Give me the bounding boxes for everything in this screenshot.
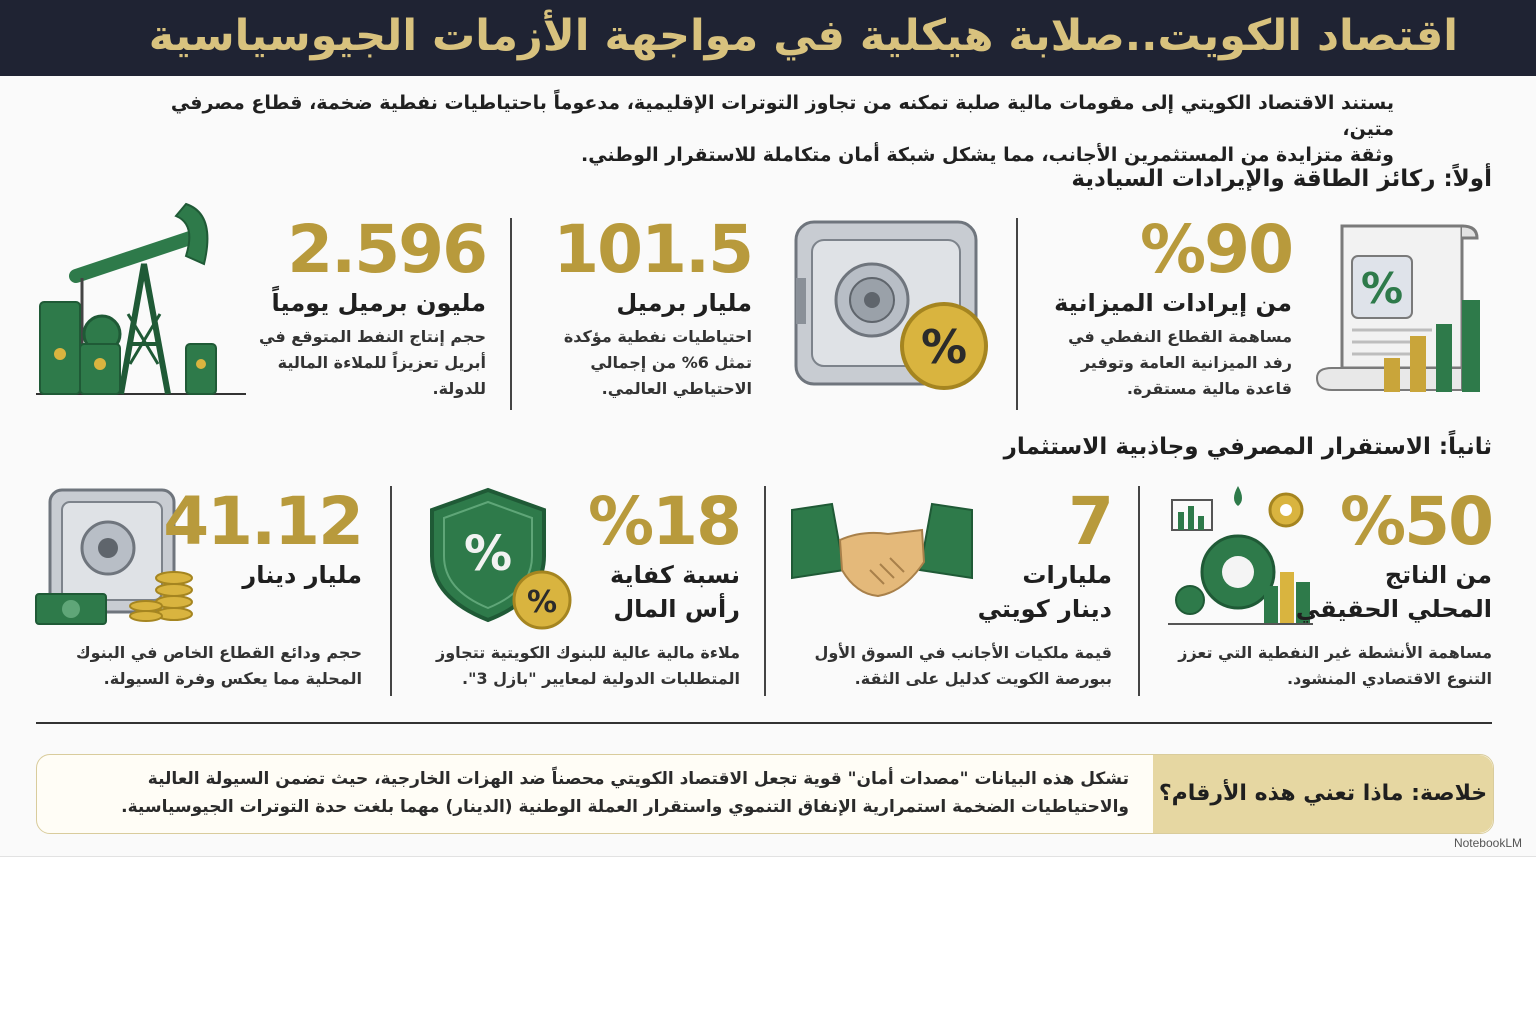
stat-value: 41.12 — [163, 483, 364, 560]
stat-unit-line-1: من الناتج — [1384, 561, 1492, 589]
stat-unit-line-2: رأس المال — [613, 595, 740, 623]
stat-description: ملاءة مالية عالية للبنوك الكويتية تتجاوز… — [436, 643, 740, 688]
stat-value: %90 — [1140, 211, 1294, 288]
stat-value: %50 — [1340, 483, 1494, 560]
vault-money-coins-icon — [35, 488, 193, 625]
stat-card-reserves: 101.5 مليار برميل احتياطيات نفطية مؤكدة … — [512, 211, 754, 402]
section2-title: ثانياً: الاستقرار المصرفي وجاذبية الاستث… — [1003, 434, 1492, 460]
stat-card-capital-adequacy: %18 نسبة كفاية رأس المال — [540, 483, 742, 626]
divider — [510, 218, 512, 410]
stat-unit: من إيرادات الميزانية — [1054, 289, 1292, 317]
svg-text:%: % — [527, 585, 557, 620]
watermark: NotebookLM — [1453, 836, 1522, 850]
shield-percent-icon: % % — [430, 487, 572, 630]
stat-card-private-deposits: 41.12 مليار دينار — [163, 483, 364, 592]
stat-value: 101.5 — [553, 211, 754, 288]
intro-line-1: يستند الاقتصاد الكويتي إلى مقومات مالية … — [170, 92, 1394, 140]
stat-description: حجم ودائع القطاع الخاص في البنوك المحلية… — [75, 643, 362, 688]
stat-unit: مليار برميل — [616, 289, 752, 317]
gears-industry-icon — [1168, 486, 1313, 625]
summary-box: خلاصة: ماذا تعني هذه الأرقام؟ تشكل هذه ا… — [36, 754, 1494, 834]
section1-title: أولاً: ركائز الطاقة والإيرادات السيادية — [1071, 166, 1492, 192]
svg-text:%: % — [1361, 264, 1403, 313]
header-banner: اقتصاد الكويت..صلابة هيكلية في مواجهة ال… — [0, 0, 1536, 76]
handshake-icon — [791, 502, 973, 598]
stat-unit-line-2: المحلي الحقيقي — [1295, 595, 1492, 623]
stat-description: احتياطيات نفطية مؤكدة تمثل 6% من إجمالي … — [563, 327, 752, 398]
stat-description: مساهمة الأنشطة غير النفطية التي تعزز الت… — [1178, 643, 1492, 688]
stat-unit-line-1: مليارات — [1022, 561, 1112, 589]
stat-description: قيمة ملكيات الأجانب في السوق الأول ببورص… — [814, 643, 1112, 688]
summary-label: خلاصة: ماذا تعني هذه الأرقام؟ — [1153, 755, 1493, 833]
stat-value: 2.596 — [287, 211, 488, 288]
stat-description: حجم إنتاج النفط المتوقع في أبريل تعزيزاً… — [259, 327, 486, 398]
divider — [1016, 218, 1018, 410]
stat-card-budget: %90 من إيرادات الميزانية مساهمة القطاع ا… — [992, 211, 1294, 402]
stat-card-foreign-ownership: 7 مليارات دينار كويتي — [912, 483, 1114, 626]
intro-line-2: وثقة متزايدة من المستثمرين الأجانب، مما … — [580, 144, 1394, 166]
svg-text:%: % — [464, 526, 512, 582]
stat-unit-line-1: نسبة كفاية — [610, 561, 740, 589]
intro-paragraph: يستند الاقتصاد الكويتي إلى مقومات مالية … — [144, 90, 1394, 168]
stat-value: %18 — [588, 483, 742, 560]
oil-pump-barrels-icon — [36, 202, 246, 395]
stat-card-production: 2.596 مليون برميل يومياً حجم إنتاج النفط… — [226, 211, 488, 402]
document-percent-chart-icon: % — [1315, 224, 1480, 392]
stat-unit-line-2: دينار كويتي — [977, 595, 1112, 623]
stat-value: 7 — [1068, 483, 1114, 560]
safe-percent-icon: % — [794, 220, 988, 390]
stat-unit: مليون برميل يومياً — [271, 289, 486, 317]
summary-text: تشكل هذه البيانات "مصدات أمان" قوية تجعل… — [121, 769, 1129, 817]
divider — [764, 486, 766, 696]
svg-text:%: % — [921, 320, 967, 374]
stat-description: مساهمة القطاع النفطي في رفد الميزانية ال… — [1068, 327, 1292, 398]
divider — [1138, 486, 1140, 696]
stat-unit-line-1: مليار دينار — [242, 561, 362, 589]
divider — [390, 486, 392, 696]
page-title: اقتصاد الكويت..صلابة هيكلية في مواجهة ال… — [148, 11, 1458, 61]
stat-card-nonoil-gdp: %50 من الناتج المحلي الحقيقي — [1192, 483, 1494, 626]
horizontal-divider — [36, 722, 1492, 724]
infographic-sheet — [0, 76, 1536, 857]
